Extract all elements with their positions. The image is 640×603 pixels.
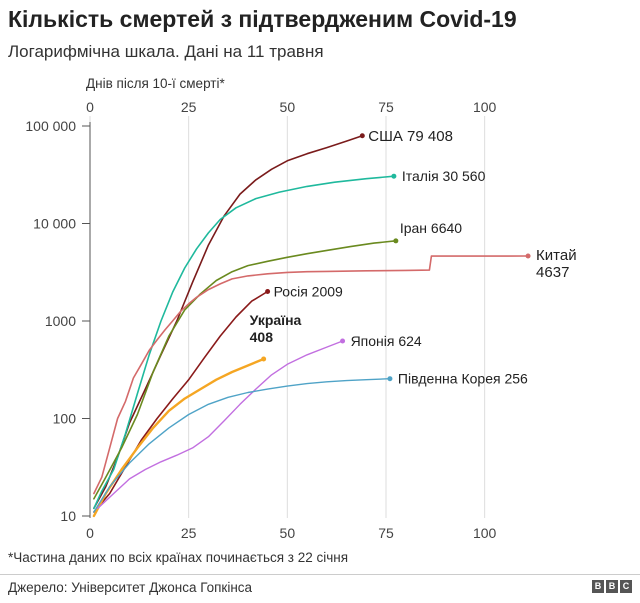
series-line xyxy=(93,240,397,500)
series-end-dot xyxy=(387,376,393,382)
bbc-logo: B B C xyxy=(592,580,632,593)
divider xyxy=(0,574,640,575)
series-end-dot xyxy=(265,288,271,294)
chart-title: Кількість смертей з підтвердженим Covid-… xyxy=(8,6,517,32)
logo-letter: B xyxy=(592,580,604,593)
line-chart: 0 25 50 75 100 0 25 50 75 100 10 100 1000 10 000 100… xyxy=(25,99,577,541)
y-tick-label: 10 xyxy=(60,508,76,524)
series-value-label: 408 xyxy=(250,329,274,345)
logo-letter: B xyxy=(606,580,618,593)
source-note: Джерело: Університет Джонса Гопкінса xyxy=(8,580,253,595)
series-end-dot xyxy=(359,133,365,139)
y-tick-label: 100 000 xyxy=(25,118,76,134)
x-tick-label: 25 xyxy=(181,525,197,541)
series-label: Росія 2009 xyxy=(274,283,343,299)
series-label: Південна Корея 256 xyxy=(398,371,528,387)
y-tick-label: 10 000 xyxy=(33,216,76,232)
x-ticks-top: 0 25 50 75 100 xyxy=(86,99,496,115)
x-tick-label: 50 xyxy=(280,525,296,541)
x-tick-label: 100 xyxy=(473,99,497,115)
y-tick-label: 1000 xyxy=(45,313,76,329)
x-tick-label: 100 xyxy=(473,525,497,541)
series-label: Італія 30 560 xyxy=(402,168,486,184)
logo-letter: C xyxy=(620,580,632,593)
series-label: США 79 408 xyxy=(368,128,453,145)
series-line xyxy=(92,357,265,518)
series-value-label: 4637 xyxy=(536,264,569,281)
x-tick-label: 0 xyxy=(86,525,94,541)
series-line xyxy=(93,175,395,510)
x-tick-label: 50 xyxy=(280,99,296,115)
footnote: *Частина даних по всіх країнах починаєть… xyxy=(8,550,349,565)
series-line xyxy=(93,378,391,513)
y-ticks: 10 100 1000 10 000 100 000 xyxy=(25,118,76,524)
series-end-dot xyxy=(393,238,399,244)
series-label: Японія 624 xyxy=(351,333,422,349)
series-label: Китай xyxy=(536,247,577,264)
y-tick-label: 100 xyxy=(53,411,77,427)
series-end-dot xyxy=(261,356,267,362)
axis-lines xyxy=(82,122,91,518)
series-end-dot xyxy=(391,173,397,179)
x-tick-label: 25 xyxy=(181,99,197,115)
x-ticks-bottom: 0 25 50 75 100 xyxy=(86,525,496,541)
x-tick-label: 75 xyxy=(378,99,394,115)
series-label: Україна xyxy=(250,312,302,328)
chart-subtitle: Логарифмічна шкала. Дані на 11 травня xyxy=(8,42,324,61)
series-end-dot xyxy=(525,253,531,259)
x-tick-label: 75 xyxy=(378,525,394,541)
series-end-dot xyxy=(340,338,346,344)
series-lines xyxy=(92,133,531,518)
x-tick-label: 0 xyxy=(86,99,94,115)
series-labels: США 79 408 Італія 30 560 Іран 6640 Китай463… xyxy=(250,128,577,387)
x-axis-label: Днів після 10-ї смерті* xyxy=(86,76,225,91)
series-line xyxy=(93,255,529,495)
series-line xyxy=(97,340,344,509)
series-label: Іран 6640 xyxy=(400,220,462,236)
